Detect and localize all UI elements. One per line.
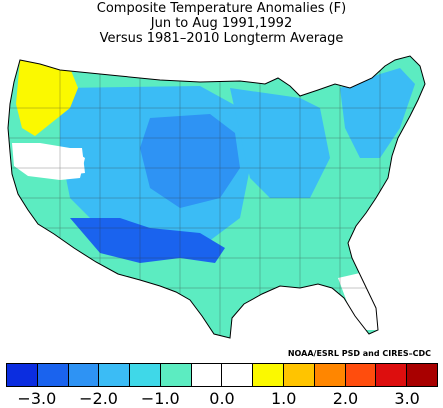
data-source-credit: NOAA/ESRL PSD and CIRES–CDC	[287, 349, 431, 358]
color-swatch-8	[253, 364, 285, 386]
color-swatch-9	[284, 364, 315, 386]
color-swatch-3	[99, 364, 131, 386]
color-swatch-0	[7, 364, 38, 386]
scale-tick-label: 2.0	[332, 389, 359, 408]
map-subtitle-period: Jun to Aug 1991,1992	[150, 16, 293, 31]
region-northern-plains	[140, 114, 240, 208]
scale-tick-label: 1.0	[270, 389, 297, 408]
scale-tick-label: 3.0	[394, 389, 420, 408]
color-swatch-2	[68, 364, 100, 386]
color-swatch-5	[160, 364, 192, 386]
region-northeast	[340, 68, 415, 158]
scale-tick-label: −3.0	[17, 389, 57, 408]
color-swatch-4	[130, 364, 161, 386]
region-ohio-valley	[230, 88, 330, 198]
color-swatch-13	[407, 364, 437, 386]
region-nevada-neutral	[50, 148, 85, 176]
color-swatch-6	[191, 364, 223, 386]
map-subtitle-baseline: Versus 1981–2010 Longterm Average	[99, 31, 344, 46]
color-swatch-12	[376, 364, 408, 386]
scale-tick-label: −2.0	[79, 389, 118, 408]
region-washington-warm	[16, 60, 78, 136]
map-title: Composite Temperature Anomalies (F)	[96, 1, 347, 16]
color-scale-bar	[6, 363, 438, 387]
region-southwest	[70, 218, 225, 263]
scale-tick-label: −1.0	[140, 389, 180, 408]
color-swatch-1	[37, 364, 69, 386]
region-southeast	[250, 208, 360, 268]
region-florida-neutral	[338, 273, 378, 330]
color-swatch-10	[314, 364, 346, 386]
scale-tick-label: 0.0	[209, 389, 235, 408]
color-swatch-7	[222, 364, 254, 386]
color-swatch-11	[345, 364, 377, 386]
us-anomaly-map	[7, 55, 426, 339]
